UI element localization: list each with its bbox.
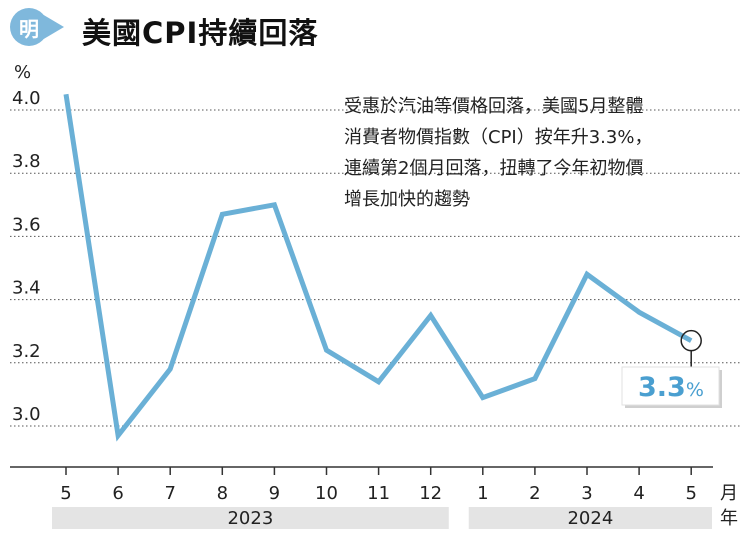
- chart-title: 美國CPI持續回落: [82, 16, 319, 50]
- year-label: 2024: [567, 508, 613, 529]
- year-band: [468, 507, 712, 529]
- y-tick-label: 4.0: [12, 88, 41, 109]
- annotation-line: 連續第2個月回落，扭轉了今年初物價: [344, 158, 644, 179]
- y-axis-unit: %: [14, 62, 32, 83]
- year-band: [52, 507, 449, 529]
- y-tick-label: 3.6: [12, 214, 41, 235]
- y-tick-label: 3.8: [12, 151, 41, 172]
- x-tick-label: 5: [685, 483, 696, 504]
- annotation-line: 增長加快的趨勢: [344, 189, 470, 210]
- year-label: 2023: [227, 508, 273, 529]
- x-tick-label: 4: [633, 483, 644, 504]
- x-tick-label: 7: [164, 483, 175, 504]
- annotation-text: 受惠於汽油等價格回落，美國5月整體 消費者物價指數（CPI）按年升3.3%， 連…: [344, 91, 734, 215]
- logo-tail-icon: [42, 14, 64, 40]
- x-tick-label: 5: [60, 483, 71, 504]
- x-tick-label: 11: [367, 483, 390, 504]
- x-tick-label: 3: [581, 483, 592, 504]
- logo-glyph: 明: [19, 16, 39, 41]
- y-tick-label: 3.4: [12, 278, 41, 299]
- ming-pao-logo: 明: [10, 8, 48, 46]
- x-tick-label: 1: [477, 483, 488, 504]
- x-tick-label: 2: [529, 483, 540, 504]
- x-axis-unit: 月: [720, 483, 738, 504]
- annotation-line: 消費者物價指數（CPI）按年升3.3%，: [344, 127, 653, 148]
- annotation-line: 受惠於汽油等價格回落，美國5月整體: [344, 96, 644, 117]
- x-tick-label: 6: [112, 483, 123, 504]
- callout-box: [621, 366, 720, 406]
- year-unit: 年: [720, 508, 738, 529]
- callout-label: 3.3%: [638, 372, 704, 403]
- y-tick-label: 3.2: [12, 341, 41, 362]
- x-tick-label: 12: [419, 483, 442, 504]
- x-tick-label: 10: [315, 483, 338, 504]
- x-tick-label: 8: [217, 483, 228, 504]
- x-tick-label: 9: [269, 483, 280, 504]
- y-tick-label: 3.0: [12, 404, 41, 425]
